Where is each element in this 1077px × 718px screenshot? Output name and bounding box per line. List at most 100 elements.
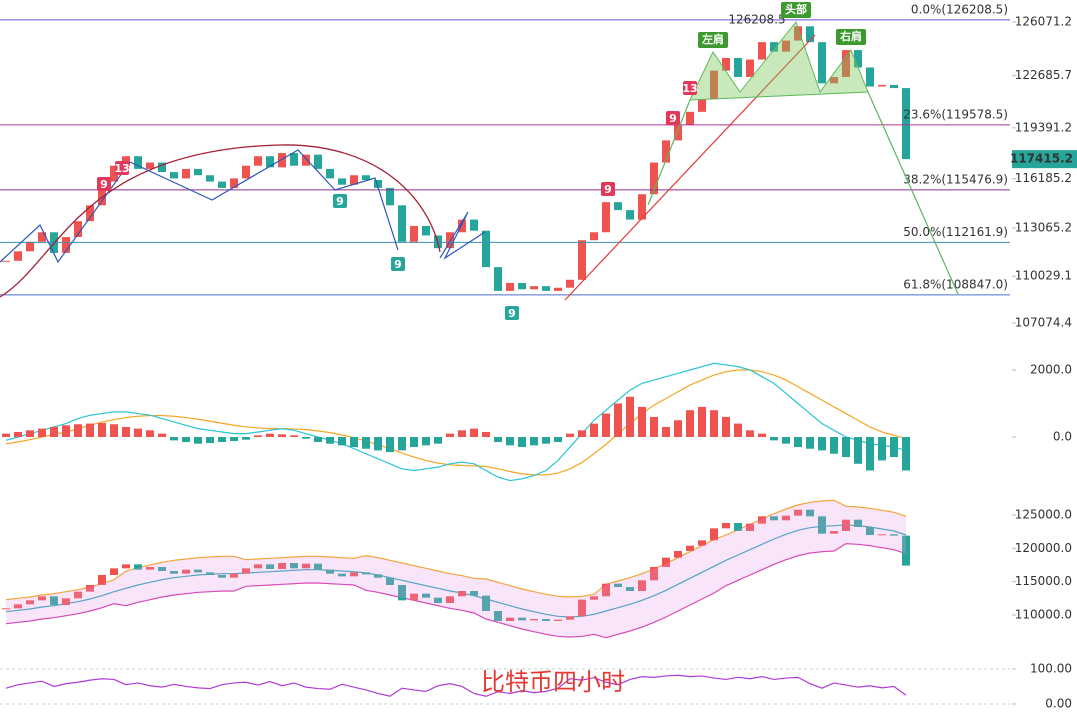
sequence-badge: 13 — [114, 161, 130, 175]
candle — [662, 140, 670, 163]
candle — [626, 587, 634, 591]
annotation-box — [781, 2, 811, 18]
histogram-bar — [410, 436, 418, 448]
histogram-bar — [218, 436, 226, 443]
candle — [746, 59, 754, 77]
candle — [230, 573, 238, 578]
badge-box — [601, 182, 615, 196]
y-tick-label: 0.0 — [1053, 429, 1072, 443]
candle — [74, 591, 82, 599]
candle — [758, 516, 766, 524]
candle — [698, 99, 706, 112]
candle — [290, 563, 298, 569]
y-tick-label: 2000.0 — [1030, 362, 1072, 376]
annotation-box — [836, 29, 866, 45]
histogram-bar — [794, 436, 802, 448]
candle — [770, 516, 778, 521]
candle — [254, 156, 262, 166]
histogram-bar — [290, 435, 298, 437]
fib-label: 61.8%(108847.0) — [903, 277, 1008, 291]
y-tick-label: 110000.0 — [1015, 608, 1072, 622]
annotation: 头部 — [781, 2, 811, 18]
histogram-bar — [902, 436, 910, 471]
candle — [674, 124, 682, 141]
candle — [614, 202, 622, 211]
histogram-bar — [866, 436, 874, 471]
arc — [0, 144, 441, 298]
candle — [122, 564, 130, 569]
histogram-bar — [98, 422, 106, 437]
candle — [50, 596, 58, 605]
histogram-bar — [722, 416, 730, 437]
histogram-bar — [530, 436, 538, 446]
candle — [242, 568, 250, 574]
candle — [530, 619, 538, 621]
badge-box — [333, 194, 347, 208]
y-tick-label: 125000.0 — [1015, 508, 1072, 522]
annotation-text: 头部 — [785, 2, 807, 16]
histogram-bar — [86, 423, 94, 437]
histogram-bar — [890, 436, 898, 458]
badge-box — [666, 111, 680, 125]
candle — [110, 568, 118, 575]
candle — [230, 178, 238, 188]
candle — [878, 534, 886, 536]
candle — [326, 168, 334, 179]
sequence-badge: 9 — [333, 194, 347, 208]
candle — [782, 40, 790, 52]
candle — [86, 205, 94, 222]
histogram-bar — [674, 420, 682, 437]
histogram-bar — [74, 424, 82, 437]
histogram-bar — [146, 430, 154, 437]
histogram-bar — [806, 436, 814, 449]
candle — [842, 519, 850, 531]
trend-line — [647, 99, 691, 206]
histogram-bar — [386, 436, 394, 453]
candle — [314, 563, 322, 570]
zigzag — [439, 211, 486, 260]
badge-text: 9 — [394, 258, 402, 271]
candle — [26, 600, 34, 605]
badge-text: 13 — [114, 162, 129, 175]
candle — [278, 563, 286, 569]
histogram-bar — [206, 436, 214, 444]
candle — [266, 564, 274, 569]
candle — [710, 528, 718, 541]
candle — [458, 591, 466, 597]
candle — [218, 181, 226, 188]
candle — [26, 241, 34, 252]
sequence-badge: 9 — [97, 177, 111, 191]
candle — [146, 162, 154, 169]
histogram-bar — [50, 426, 58, 437]
y-tick-label: 120000.0 — [1015, 541, 1072, 555]
histogram-bar — [758, 433, 766, 437]
candle — [518, 282, 526, 290]
badge-box — [115, 161, 129, 175]
histogram-bar — [710, 410, 718, 437]
candle — [494, 267, 502, 291]
candle — [362, 175, 370, 180]
histogram-bar — [842, 436, 850, 458]
histogram-bar — [446, 433, 454, 437]
histogram-bar — [266, 433, 274, 437]
candle — [326, 569, 334, 574]
candle — [194, 168, 202, 176]
candle — [878, 84, 886, 87]
histogram-bar — [170, 436, 178, 441]
candle — [686, 545, 694, 551]
candle — [410, 593, 418, 601]
candle — [470, 591, 478, 596]
badge-text: 9 — [669, 112, 677, 125]
candle — [530, 286, 538, 290]
candle — [578, 599, 586, 617]
candle — [470, 219, 478, 231]
candle — [638, 194, 646, 220]
candle — [494, 611, 502, 621]
candle — [806, 509, 814, 517]
histogram-bar — [122, 426, 130, 437]
badge-text: 9 — [100, 178, 108, 191]
candle — [794, 509, 802, 516]
drawings — [0, 20, 959, 301]
histogram-bar — [350, 436, 358, 448]
y-tick-label: 107074.4 — [1015, 315, 1072, 329]
